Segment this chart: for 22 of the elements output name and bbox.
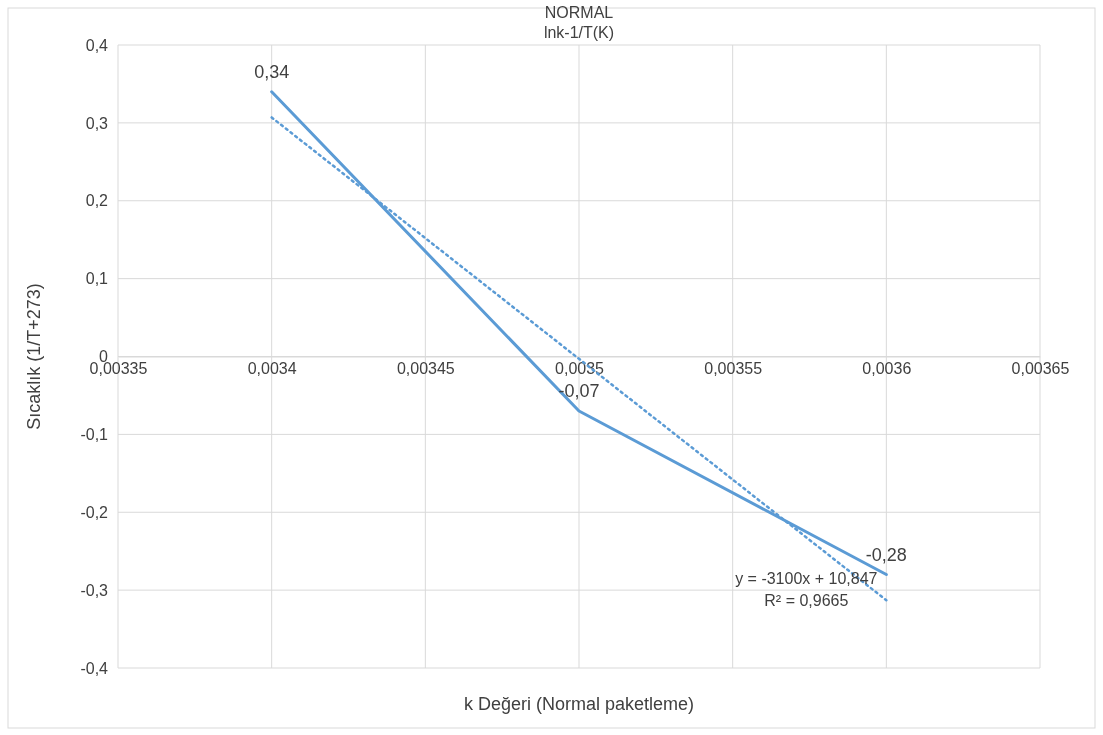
x-tick-label: 0,00365 (1011, 359, 1070, 377)
x-tick-label: 0,00345 (396, 359, 455, 377)
y-axis-title: Sıcaklık (1/T+273) (24, 283, 44, 430)
x-tick-label: 0,00355 (704, 359, 763, 377)
x-tick-label: 0,0034 (247, 359, 297, 377)
y-tick-label: -0,4 (80, 659, 109, 677)
y-tick-label: 0,4 (85, 36, 109, 54)
chart-title: NORMAL (544, 4, 614, 21)
y-tick-label: 0,2 (85, 192, 109, 210)
y-tick-label: -0,3 (80, 581, 109, 599)
y-tick-label: 0,3 (85, 114, 109, 132)
y-tick-label: -0,2 (80, 503, 109, 521)
x-tick-label: 0,0036 (862, 359, 912, 377)
data-label: 0,34 (254, 61, 290, 82)
annotation: y = -3100x + 10,847 (735, 570, 878, 588)
y-tick-label: 0,1 (85, 270, 109, 288)
x-axis-title: k Değeri (Normal paketleme) (463, 694, 695, 714)
chart-subtitle: lnk-1/T(K) (543, 24, 615, 41)
data-label: -0,07 (558, 381, 600, 402)
y-tick-label: -0,1 (80, 425, 109, 443)
data-label: -0,28 (865, 544, 907, 565)
annotation: R² = 0,9665 (764, 592, 849, 610)
